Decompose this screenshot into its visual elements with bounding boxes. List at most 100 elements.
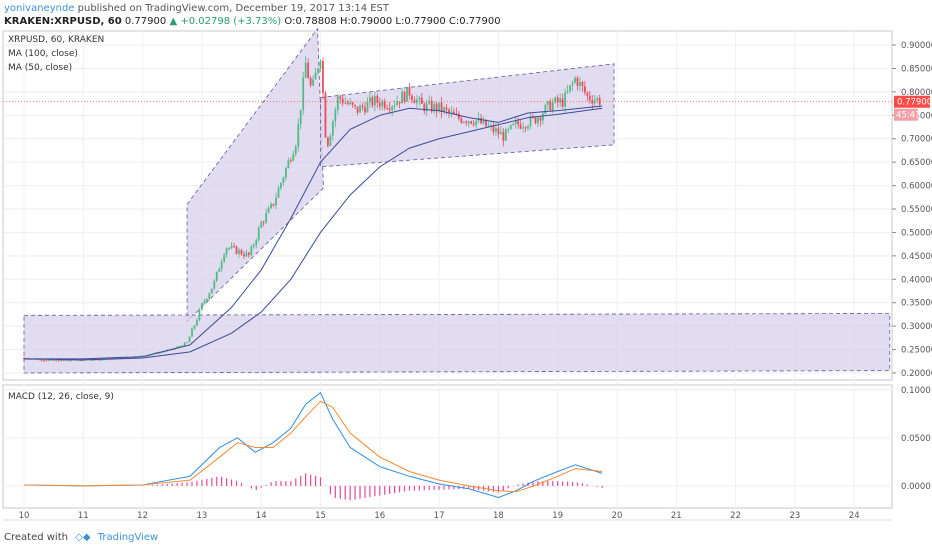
candle-body: [208, 293, 211, 299]
legend-ma50: MA (50, close): [8, 63, 73, 73]
candle-body: [546, 101, 549, 105]
candle-body: [42, 360, 45, 362]
candle-body: [364, 107, 366, 113]
candle-body: [450, 111, 453, 113]
change-icon: ▲: [169, 16, 178, 27]
candle-body: [243, 254, 245, 257]
candle-body: [247, 252, 250, 256]
candle-body: [430, 100, 433, 112]
candle-body: [233, 245, 235, 247]
candle-body: [178, 346, 181, 348]
candle-body: [482, 119, 485, 124]
candle-body: [549, 101, 552, 111]
candle-body: [188, 336, 191, 343]
time-tick-label: 18: [493, 511, 504, 521]
candle-body: [223, 254, 226, 262]
candle-body: [485, 119, 487, 127]
candle-body: [425, 103, 428, 112]
candle-body: [561, 98, 564, 107]
candle-body: [329, 135, 332, 146]
candle-body: [393, 105, 396, 107]
candle-body: [210, 288, 213, 294]
candle-body: [373, 96, 376, 106]
candle-body: [205, 298, 208, 302]
candle-body: [472, 123, 475, 125]
candle-body: [569, 85, 571, 92]
candle-body: [598, 98, 601, 105]
candle-body: [443, 107, 445, 112]
candle-body: [228, 247, 230, 249]
time-tick-label: 24: [849, 511, 860, 521]
candle-body: [267, 208, 270, 213]
candle-body: [475, 120, 478, 125]
candle-body: [376, 96, 379, 103]
candle-body: [252, 244, 255, 247]
candle-body: [457, 113, 460, 119]
time-tick-label: 23: [789, 511, 800, 521]
candle-body: [79, 360, 82, 362]
macd-tick-label: 0.0000: [901, 482, 931, 492]
tradingview-brand[interactable]: TradingView: [97, 532, 159, 543]
candle-body: [366, 102, 369, 113]
candle-body: [519, 124, 522, 129]
candle-body: [351, 102, 354, 105]
author-link[interactable]: yonivaneynde: [4, 3, 75, 14]
candle-body: [309, 78, 312, 86]
candle-body: [418, 97, 421, 100]
candle-body: [588, 95, 591, 101]
candle-body: [220, 261, 223, 269]
candle-body: [149, 354, 151, 356]
time-tick-label: 21: [671, 511, 682, 521]
time-tick-label: 12: [137, 511, 148, 521]
candle-body: [537, 117, 539, 124]
candle-body: [354, 104, 356, 107]
candle-body: [146, 355, 149, 357]
candle-body: [527, 126, 529, 129]
candle-body: [507, 129, 510, 131]
candle-body: [583, 86, 586, 93]
candle-body: [571, 82, 574, 86]
candle-body: [67, 360, 70, 362]
candle-body: [579, 82, 581, 86]
macd-histogram: [146, 473, 603, 501]
candle-body: [52, 359, 55, 361]
candle-body: [260, 222, 263, 228]
candle-body: [196, 320, 198, 326]
candle-body: [161, 351, 164, 353]
candle-body: [102, 359, 104, 361]
candle-body: [50, 359, 53, 361]
candle-body: [250, 246, 253, 256]
ma50-line: [24, 105, 603, 360]
candles: [23, 56, 601, 362]
candle-body: [176, 346, 179, 349]
candle-body: [532, 115, 534, 117]
channel-band: [320, 63, 615, 168]
candle-body: [512, 123, 515, 125]
candle-body: [62, 359, 65, 361]
candle-body: [275, 197, 277, 206]
candle-body: [70, 360, 72, 362]
last-price: 0.77900: [124, 16, 167, 27]
tradingview-logo-icon[interactable]: ◇◆: [75, 532, 91, 543]
candle-body: [445, 107, 448, 110]
candle-body: [544, 104, 547, 114]
candle-body: [596, 98, 599, 101]
candle-body: [517, 120, 520, 125]
candle-body: [487, 125, 490, 127]
candle-body: [265, 212, 268, 223]
candle-body: [440, 102, 443, 112]
bar-timer-tag: [894, 108, 918, 121]
candle-body: [282, 177, 285, 183]
candle-body: [539, 117, 542, 121]
time-tick-label: 22: [730, 511, 741, 521]
candle-body: [294, 146, 297, 154]
macd-line: [23, 391, 603, 498]
candle-body: [551, 102, 554, 111]
candle-body: [45, 360, 48, 362]
